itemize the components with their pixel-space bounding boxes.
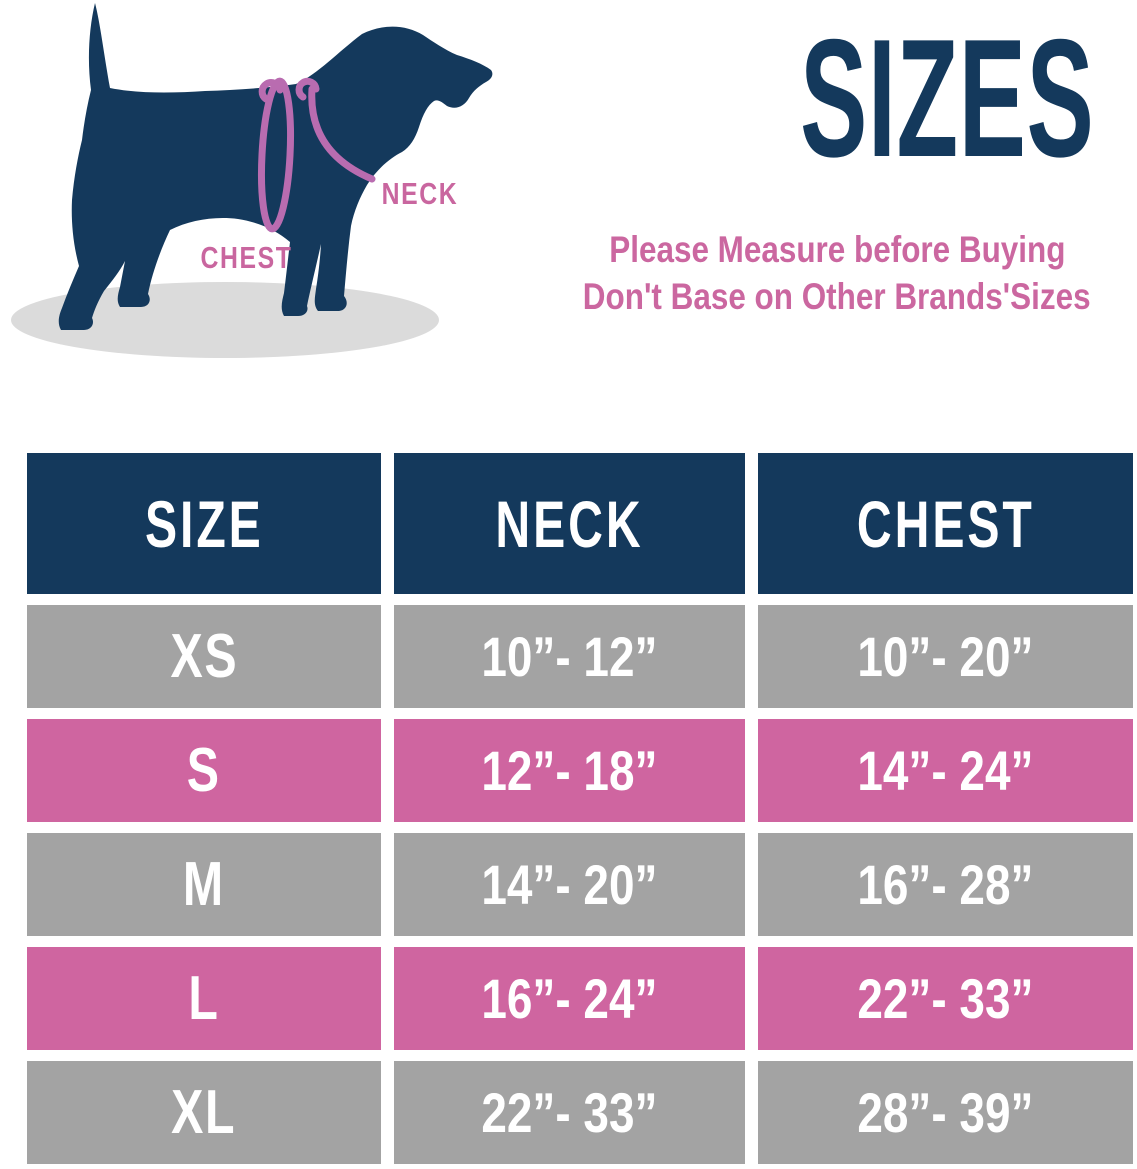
measure-warning-subtitle: Please Measure before Buying Don't Base … [537,226,1137,320]
chest-strap-buckle-curl [258,79,284,103]
xs-neck-text: 10”- 12” [481,624,658,688]
table-row-s-neck: 12”- 18” [394,719,745,822]
header-cell-chest-text: CHEST [856,486,1035,561]
chest-strap-line [257,77,295,233]
xl-neck-text: 22”- 33” [481,1080,658,1144]
subtitle-line-2-text: Don't Base on Other Brands'Sizes [583,276,1091,317]
table-row-xs-size: XS [27,605,381,708]
neck-measure-label: NECK [362,178,477,209]
chest-measure-label-text: CHEST [200,240,294,275]
subtitle-line-2: Don't Base on Other Brands'Sizes [537,273,1137,320]
l-chest-text: 22”- 33” [857,966,1034,1030]
xs-chest-text: 10”- 20” [857,624,1034,688]
subtitle-line-1: Please Measure before Buying [537,226,1137,273]
m-chest-text: 16”- 28” [857,852,1034,916]
l-neck-text: 16”- 24” [481,966,658,1030]
table-row-xs-chest: 10”- 20” [758,605,1133,708]
dog-body-silhouette [58,3,493,330]
table-row-l-chest: 22”- 33” [758,947,1133,1050]
page-title: SIZES [702,14,1137,182]
table-row-xl-chest: 28”- 39” [758,1061,1133,1164]
table-row-xl-size: XL [27,1061,381,1164]
neck-strap-line [308,85,376,183]
table-row-xl-neck: 22”- 33” [394,1061,745,1164]
xl-chest-text: 28”- 39” [857,1080,1034,1144]
chest-measure-label: CHEST [182,242,312,273]
m-size-text: M [183,849,225,919]
table-row-m-size: M [27,833,381,936]
xl-size-text: XL [171,1077,237,1147]
header-cell-size: SIZE [27,453,381,594]
s-size-text: S [187,735,221,805]
dog-silhouette-illustration [11,3,493,358]
l-size-text: L [188,963,220,1033]
s-chest-text: 14”- 24” [857,738,1034,802]
table-row-l-size: L [27,947,381,1050]
subtitle-line-1-text: Please Measure before Buying [608,229,1066,270]
table-row-s-chest: 14”- 24” [758,719,1133,822]
table-row-m-neck: 14”- 20” [394,833,745,936]
page-title-text: SIZES [800,4,1095,192]
table-row-s-size: S [27,719,381,822]
neck-measure-label-text: NECK [381,176,458,211]
header-cell-size-text: SIZE [144,486,264,561]
xs-size-text: XS [170,621,238,691]
neck-strap-buckle-curl [295,77,320,101]
header-cell-chest: CHEST [758,453,1133,594]
size-table: SIZE NECK CHEST XS 10”- 12” 10”- 20” S 1… [27,453,1133,1164]
table-row-xs-neck: 10”- 12” [394,605,745,708]
table-row-l-neck: 16”- 24” [394,947,745,1050]
header-cell-neck-text: NECK [495,486,644,561]
m-neck-text: 14”- 20” [481,852,658,916]
s-neck-text: 12”- 18” [481,738,658,802]
header-cell-neck: NECK [394,453,745,594]
table-row-m-chest: 16”- 28” [758,833,1133,936]
